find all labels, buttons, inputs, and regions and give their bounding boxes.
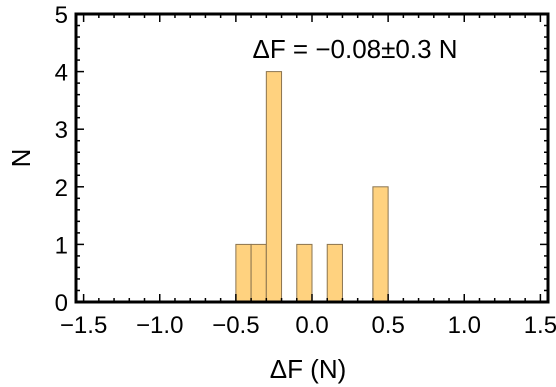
histogram-bar-4 — [326, 243, 343, 303]
stats-annotation: ΔF = −0.08±0.3 N — [252, 34, 457, 64]
x-tick-label: −1.5 — [60, 312, 107, 339]
histogram-bar-0 — [235, 243, 252, 303]
x-tick-label: 1.0 — [448, 312, 481, 339]
y-tick-label: 3 — [55, 117, 68, 144]
y-tick-label: 5 — [55, 2, 68, 29]
histogram-bar-1 — [250, 243, 267, 303]
bars-group — [235, 71, 389, 303]
x-tick-label: 0.0 — [295, 312, 328, 339]
x-tick-label: −0.5 — [212, 312, 259, 339]
y-tick-label: 0 — [55, 290, 68, 317]
y-axis-label: N — [6, 149, 36, 168]
x-tick-label: 0.5 — [371, 312, 404, 339]
plot-frame — [74, 12, 550, 304]
y-tick-label: 1 — [55, 232, 68, 259]
y-tick-label: 2 — [55, 175, 68, 202]
histogram-bar-2 — [265, 71, 283, 303]
histogram-bar-3 — [296, 243, 313, 303]
histogram-bar-5 — [372, 186, 389, 303]
y-tick-label: 4 — [55, 60, 68, 87]
x-axis-label: ΔF (N) — [270, 354, 347, 384]
tick-labels-group: −1.5 −1.0 −0.5 0.0 0.5 1.0 1.5 0 1 2 3 4 5 — [55, 2, 556, 339]
x-tick-label: 1.5 — [524, 312, 556, 339]
x-tick-label: −1.0 — [136, 312, 183, 339]
